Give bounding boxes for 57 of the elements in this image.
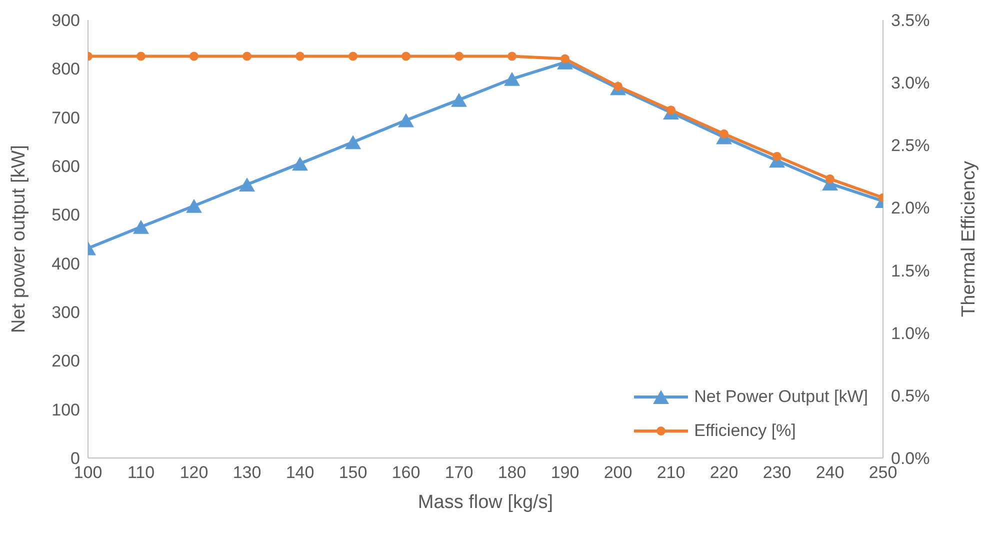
y2-tick-label: 1.5% bbox=[891, 261, 930, 280]
x-tick-label: 150 bbox=[338, 463, 368, 482]
x-tick-label: 130 bbox=[232, 463, 262, 482]
point bbox=[136, 52, 146, 61]
x-tick-label: 160 bbox=[392, 463, 420, 482]
x-tick-label: 200 bbox=[604, 463, 632, 482]
y2-tick-label: 0.5% bbox=[891, 386, 930, 406]
legend-label: Efficiency [%] bbox=[694, 420, 796, 442]
x-tick-label: 180 bbox=[498, 463, 526, 482]
x-tick-label: 100 bbox=[74, 463, 102, 482]
point bbox=[133, 220, 149, 234]
point bbox=[720, 129, 728, 138]
y2-tick-label: 3.5% bbox=[891, 11, 930, 30]
x-tick-label: 120 bbox=[180, 463, 208, 482]
x-tick-label: 190 bbox=[550, 463, 580, 482]
y-axis-title: Net power output [kW] bbox=[8, 145, 30, 333]
legend-label: Net Power Output [kW] bbox=[694, 386, 868, 408]
y-tick-label: 200 bbox=[52, 352, 80, 371]
x-tick-label: 110 bbox=[127, 463, 155, 482]
x-tick-label: 170 bbox=[444, 463, 474, 482]
y2-tick-label: 3.0% bbox=[891, 74, 930, 93]
y-tick-label: 800 bbox=[52, 60, 80, 79]
point bbox=[508, 52, 516, 61]
x-tick-label: 220 bbox=[710, 463, 738, 482]
y2-tick-label: 1.0% bbox=[891, 324, 930, 343]
point bbox=[504, 72, 520, 86]
point bbox=[348, 52, 358, 61]
y-tick-label: 400 bbox=[52, 254, 80, 274]
y-tick-label: 300 bbox=[52, 303, 80, 322]
y-tick-label: 100 bbox=[52, 400, 80, 420]
point bbox=[454, 52, 464, 61]
y-tick-label: 700 bbox=[52, 108, 80, 128]
point bbox=[190, 52, 198, 61]
point bbox=[398, 113, 414, 128]
point bbox=[242, 52, 252, 61]
point bbox=[239, 177, 255, 192]
y2-tick-label: 2.0% bbox=[891, 198, 930, 218]
x-tick-label: 230 bbox=[762, 463, 792, 482]
x-tick-label: 210 bbox=[656, 463, 686, 482]
point bbox=[402, 52, 410, 61]
point bbox=[772, 152, 782, 161]
point bbox=[345, 135, 361, 150]
y2-axis-title: Thermal Efficiency bbox=[958, 160, 980, 317]
point bbox=[186, 198, 202, 213]
point bbox=[451, 92, 467, 107]
point bbox=[296, 52, 304, 61]
y2-tick-label: 2.5% bbox=[891, 136, 930, 156]
y-tick-label: 500 bbox=[52, 206, 80, 225]
point bbox=[292, 156, 308, 171]
x-tick-label: 250 bbox=[868, 463, 898, 482]
x-axis-title: Mass flow [kg/s] bbox=[418, 492, 554, 513]
point bbox=[826, 174, 834, 184]
y-tick-label: 600 bbox=[52, 157, 80, 176]
x-tick-label: 140 bbox=[286, 463, 314, 482]
x-tick-label: 240 bbox=[816, 463, 844, 482]
point bbox=[560, 54, 570, 64]
y-tick-label: 900 bbox=[52, 11, 80, 30]
